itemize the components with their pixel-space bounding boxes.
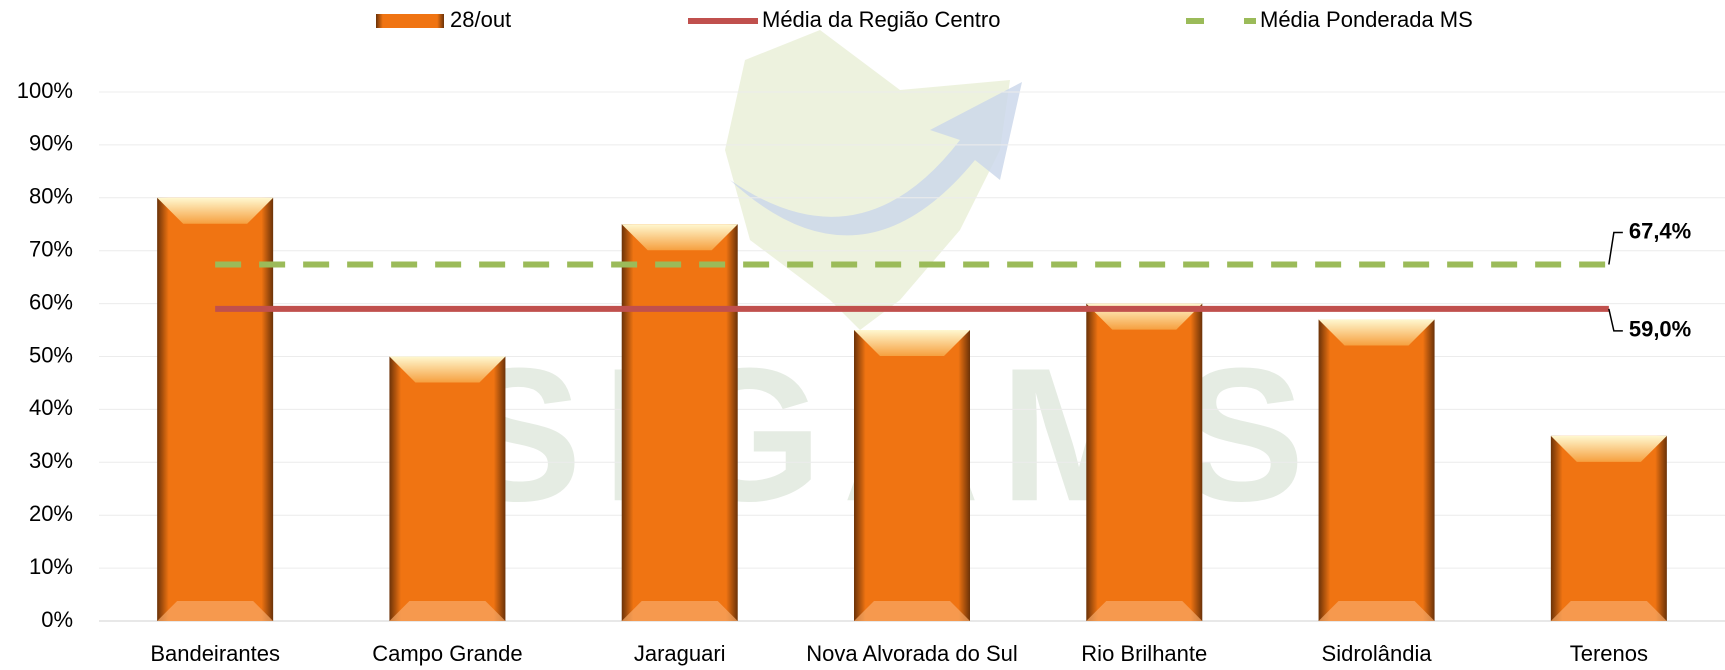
bar-bevel-bottom (1550, 601, 1667, 621)
bar-bevel-top (621, 224, 738, 251)
x-tick-label: Rio Brilhante (1081, 641, 1207, 666)
bar-bevel-top (854, 330, 970, 357)
value-label: 67,4% (1629, 218, 1691, 243)
x-tick-label: Bandeirantes (150, 641, 280, 666)
bar-bevel-bottom (157, 601, 274, 621)
y-tick-label: 90% (29, 131, 73, 156)
y-tick-label: 20% (29, 501, 73, 526)
bar-bevel-bottom (854, 601, 970, 621)
x-tick-label: Jaraguari (634, 641, 726, 666)
y-tick-label: 100% (17, 78, 73, 103)
bar-bevel-bottom (389, 601, 506, 621)
legend-label: Média da Região Centro (762, 7, 1000, 32)
watermark-map (725, 30, 1010, 330)
bar (157, 197, 274, 622)
legend-label: 28/out (450, 7, 511, 32)
watermark-arrow (730, 82, 1022, 236)
label-leader (1608, 308, 1623, 332)
bar (854, 330, 970, 621)
legend-swatch (376, 14, 444, 28)
bar (1550, 435, 1667, 621)
label-leader (1608, 231, 1623, 265)
x-tick-label: Sidrolândia (1322, 641, 1433, 666)
y-tick-label: 10% (29, 554, 73, 579)
y-tick-label: 40% (29, 395, 73, 420)
y-tick-label: 0% (41, 607, 73, 632)
y-tick-label: 50% (29, 342, 73, 367)
y-tick-label: 60% (29, 289, 73, 314)
y-tick-label: 30% (29, 448, 73, 473)
bar-bevel-top (157, 197, 274, 224)
bar (1318, 319, 1435, 621)
bar-bevel-top (389, 356, 506, 383)
bar-bevel-bottom (1086, 601, 1203, 621)
legend-label: Média Ponderada MS (1260, 7, 1473, 32)
value-label: 59,0% (1629, 317, 1691, 342)
x-tick-label: Campo Grande (372, 641, 522, 666)
y-tick-label: 80% (29, 184, 73, 209)
x-tick-label: Terenos (1570, 641, 1648, 666)
y-tick-label: 70% (29, 237, 73, 262)
bar (621, 224, 738, 621)
bar (1086, 303, 1203, 621)
bar-bevel-bottom (621, 601, 738, 621)
bar-bevel-top (1550, 435, 1667, 462)
bar-bevel-top (1318, 319, 1435, 346)
x-tick-label: Nova Alvorada do Sul (806, 641, 1018, 666)
bar-bevel-bottom (1318, 601, 1435, 621)
bar (389, 356, 506, 621)
